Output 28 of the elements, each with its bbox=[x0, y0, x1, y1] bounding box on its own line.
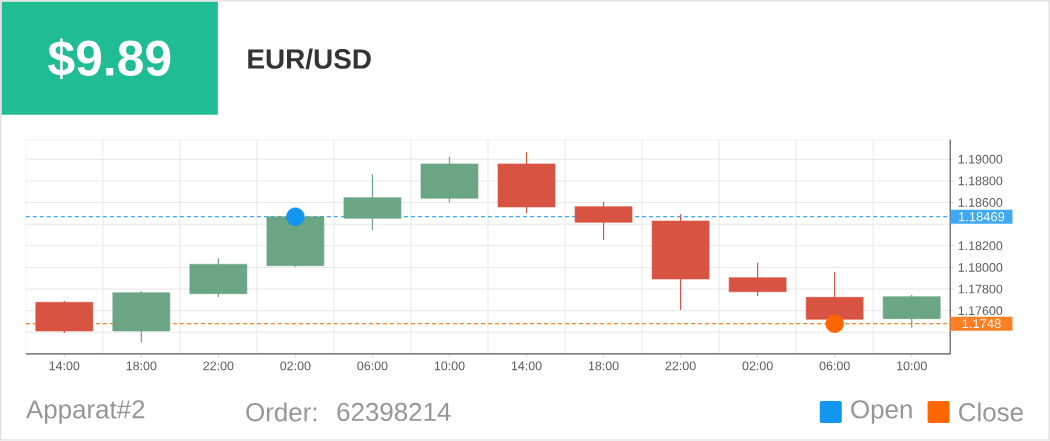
text: Order: bbox=[246, 402, 317, 422]
x-tick-label: 22:00 bbox=[203, 361, 234, 371]
x-tick-label: 06:00 bbox=[819, 361, 850, 371]
x-tick-label: 10:00 bbox=[897, 361, 927, 371]
x-tick-label: 14:00 bbox=[49, 361, 80, 371]
x-tick-label: 14:00 bbox=[511, 361, 542, 371]
chart-subtitle: $9.89 bbox=[48, 38, 171, 80]
ref-line-label: 1.1748 bbox=[962, 319, 1001, 329]
text: 62398214 bbox=[337, 402, 451, 422]
y-tick-label: 1.17800 bbox=[958, 284, 1003, 294]
x-tick-label: 02:00 bbox=[742, 361, 773, 371]
text: Apparat#2 bbox=[26, 400, 145, 424]
y-tick-label: 1.19000 bbox=[958, 155, 1003, 164]
legend-label: Open bbox=[851, 400, 912, 424]
y-tick-label: 1.18200 bbox=[958, 241, 1003, 251]
x-tick-label: 02:00 bbox=[280, 361, 311, 371]
x-tick-label: 18:00 bbox=[588, 361, 619, 371]
legend-label: Close bbox=[959, 402, 1023, 422]
x-tick-label: 18:00 bbox=[126, 361, 157, 371]
x-tick-label: 10:00 bbox=[434, 361, 465, 371]
ref-line-label: 1.18469 bbox=[959, 212, 1005, 222]
y-tick-label: 1.18800 bbox=[958, 176, 1003, 186]
y-tick-label: 1.18000 bbox=[958, 263, 1003, 272]
y-tick-label: 1.18600 bbox=[958, 198, 1003, 208]
x-tick-label: 06:00 bbox=[357, 361, 388, 371]
chart-title: EUR/USD bbox=[248, 48, 371, 70]
y-tick-label: 1.17600 bbox=[958, 306, 1003, 316]
x-tick-label: 22:00 bbox=[665, 361, 696, 371]
